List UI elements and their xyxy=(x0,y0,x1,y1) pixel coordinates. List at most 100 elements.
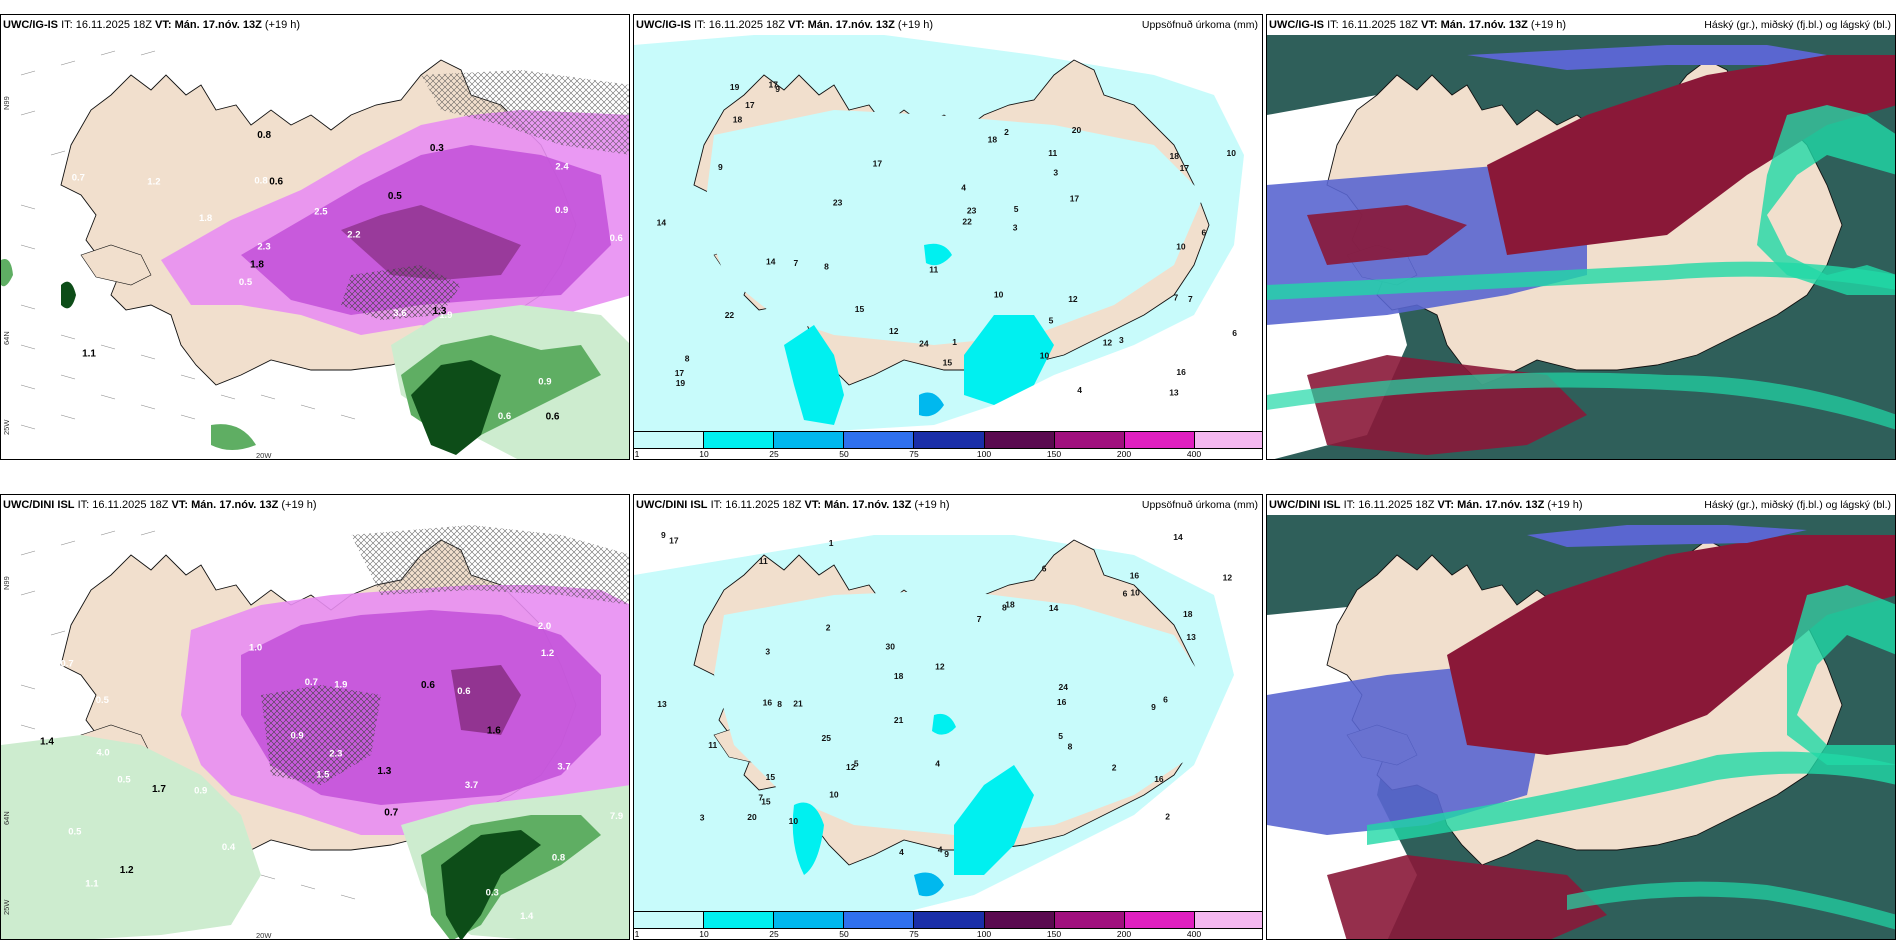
precip-interior xyxy=(704,110,1204,345)
value-label: 17 xyxy=(873,159,883,169)
value-label: 0.7 xyxy=(305,677,318,688)
legend-label: 400 xyxy=(1186,929,1202,939)
value-label: 12 xyxy=(889,326,899,336)
legend-swatch xyxy=(704,432,775,448)
panel-precip-ig[interactable]: 22 5 7 6 2 3 4 3 7 8 9 10 10 15 19 12 13 18 16 12 14 20 23 17 17… xyxy=(633,14,1263,460)
legend-labels: 1 10 25 50 75 100 150 200 400 xyxy=(634,929,1262,939)
panel-title: Háský (gr.), miðský (fj.bl.) og lágský (… xyxy=(1704,19,1891,31)
value-label: 0.8 xyxy=(257,130,271,141)
hatch-area-2 xyxy=(341,265,461,320)
legend-swatch xyxy=(1054,912,1125,928)
snow-map-dini[interactable]: 1.4 0.5 0.7 0.7 0.8 0.5 1.2 0.9 0.6 0.7 0.6 0.3 0.4 1… xyxy=(1,495,630,940)
value-label: 0.6 xyxy=(269,177,283,188)
model-name: UWC/DINI ISL xyxy=(636,499,708,511)
value-label: 0.5 xyxy=(117,775,131,786)
legend-swatch xyxy=(1124,912,1195,928)
panel-snow-dini[interactable]: 1.4 0.5 0.7 0.7 0.8 0.5 1.2 0.9 0.6 0.7 0.6 0.3 0.4 1… xyxy=(0,494,630,940)
legend-label: 1 xyxy=(634,929,640,939)
precip-map-ig[interactable]: 2257623437891010151912131816121420231717… xyxy=(634,15,1263,460)
value-label: 0.6 xyxy=(610,233,623,244)
legend-swatch xyxy=(1194,432,1262,448)
legend-label: 25 xyxy=(769,449,779,459)
value-label: 1.5 xyxy=(316,769,330,780)
valid-time: Mán. 17.nóv. 13Z xyxy=(174,19,262,31)
legend-swatch xyxy=(984,912,1055,928)
value-label: 0.5 xyxy=(68,827,82,838)
value-label: 0.3 xyxy=(486,888,499,899)
valid-time: Mán. 17.nóv. 13Z xyxy=(824,499,912,511)
panel-clouds-dini[interactable]: UWC/DINI ISL IT: 16.11.2025 18Z VT: Mán.… xyxy=(1266,494,1896,940)
init-time: IT: 16.11.2025 18Z xyxy=(61,19,152,31)
value-label: 1.1 xyxy=(82,348,96,359)
value-label: 3.7 xyxy=(557,762,570,773)
precip-med-3 xyxy=(932,713,956,735)
value-label: 18 xyxy=(894,671,904,681)
precip-interior xyxy=(714,590,1214,835)
init-time: IT: 16.11.2025 18Z xyxy=(1327,19,1418,31)
legend-label: 1 xyxy=(634,449,640,459)
value-label: 24 xyxy=(919,339,929,349)
value-label: 0.9 xyxy=(194,786,207,797)
precip-values: 2257623437891010151912131816121420231717… xyxy=(657,80,1238,398)
legend-swatch xyxy=(774,912,845,928)
value-label: 0.6 xyxy=(421,680,435,691)
value-label: 10 xyxy=(1130,587,1140,597)
legend-bar xyxy=(634,911,1262,929)
cloud-high-sw xyxy=(1327,855,1607,939)
value-label: 9 xyxy=(775,84,780,94)
valid-time: Mán. 17.nóv. 13Z xyxy=(1457,499,1545,511)
precip-med-4 xyxy=(914,872,944,897)
value-label: 1.3 xyxy=(377,766,391,777)
value-label: 5 xyxy=(1014,204,1019,214)
value-label: 2.5 xyxy=(314,207,328,218)
panel-header: UWC/IG-IS IT: 16.11.2025 18Z VT: Mán. 17… xyxy=(634,15,1262,35)
value-label: 8 xyxy=(1068,742,1073,752)
legend-label: 100 xyxy=(976,929,992,939)
panel-snow-ig[interactable]: 0.6 0.8 2.4 0.5 0.5 1.3 0.8 2.5 1.1 1.8 2.0 1.3 0.6 2… xyxy=(0,14,630,460)
cloud-high-area xyxy=(1447,535,1895,755)
panel-title: Uppsöfnuð úrkoma (mm) xyxy=(1141,499,1258,511)
panel-title: Uppsöfnuð úrkoma (mm) xyxy=(1141,19,1258,31)
cloud-mid-north xyxy=(1527,525,1807,547)
rain-small-2 xyxy=(1,259,13,287)
model-name: UWC/IG-IS xyxy=(1269,19,1324,31)
value-label: 18 xyxy=(988,135,998,145)
lead-time: (+19 h) xyxy=(914,499,950,511)
value-label: 0.6 xyxy=(546,411,560,422)
value-label: 0.8 xyxy=(254,175,267,186)
value-label: 12 xyxy=(846,762,856,772)
panel-precip-dini[interactable]: 3 8 18 16 2 6 1 4 7 10 9 15 16 12 17 30 21 18 10 13 14 16 24 20… xyxy=(633,494,1263,940)
legend-swatch xyxy=(914,432,985,448)
value-label: 4 xyxy=(961,182,966,192)
cloud-mid-north xyxy=(1467,45,1827,70)
cloud-map-ig[interactable] xyxy=(1267,15,1896,460)
value-label: 4 xyxy=(938,845,943,855)
value-label: 16 xyxy=(763,698,773,708)
lead-time: (+19 h) xyxy=(897,19,934,31)
value-label: 10 xyxy=(789,816,799,826)
value-label: 11 xyxy=(929,265,938,275)
lon-label-25w: 25W xyxy=(2,419,11,435)
init-time: IT: 16.11.2025 18Z xyxy=(77,499,169,511)
hatch-area-2 xyxy=(261,685,381,785)
legend-swatch xyxy=(1054,432,1125,448)
value-label: 1 xyxy=(952,337,957,347)
value-label: 15 xyxy=(761,796,771,806)
panel-clouds-ig[interactable]: UWC/IG-IS IT: 16.11.2025 18Z VT: Mán. 17… xyxy=(1266,14,1896,460)
snow-map-ig[interactable]: 0.60.82.40.50.51.30.82.51.11.82.01.30.62… xyxy=(1,15,630,460)
precip-map-dini[interactable]: 3818162614710915161217302118101314162420… xyxy=(634,495,1263,940)
cloud-map-dini[interactable] xyxy=(1267,495,1896,940)
panel-header: UWC/DINI ISL IT: 16.11.2025 18Z VT: Mán.… xyxy=(1,495,629,515)
value-label: 16 xyxy=(1057,697,1067,707)
value-label: 5 xyxy=(1058,731,1063,741)
precip-med-2 xyxy=(964,315,1054,405)
value-label: 3 xyxy=(765,647,770,657)
value-label: 1.2 xyxy=(120,865,134,876)
init-time: IT: 16.11.2025 18Z xyxy=(710,499,802,511)
value-label: 22 xyxy=(962,217,972,227)
value-label: 10 xyxy=(1176,242,1186,252)
cloud-low-band-2 xyxy=(1267,372,1895,430)
panel-header: UWC/IG-IS IT: 16.11.2025 18Z VT: Mán. 17… xyxy=(1,15,629,35)
value-label: 15 xyxy=(766,772,776,782)
value-label: 2 xyxy=(826,623,831,633)
